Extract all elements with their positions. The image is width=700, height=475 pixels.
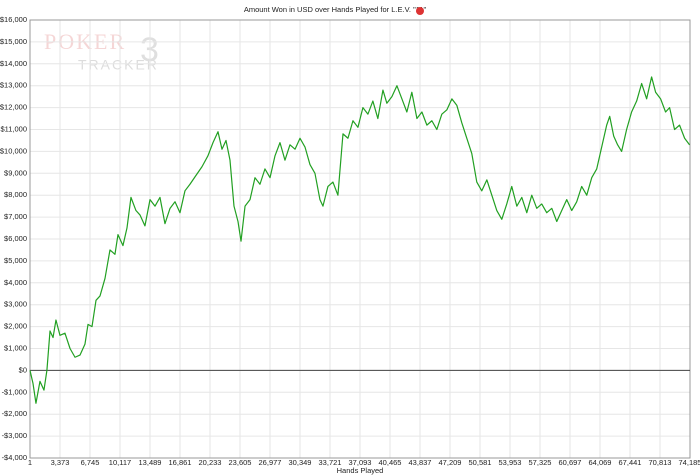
y-tick-label: -$1,000	[2, 387, 27, 396]
logo-mark: 3	[140, 31, 159, 69]
x-tick-label: 64,069	[589, 458, 612, 467]
x-tick-label: 20,233	[199, 458, 222, 467]
y-tick-label: $9,000	[4, 168, 27, 177]
x-tick-label: 30,349	[289, 458, 312, 467]
y-tick-label: $4,000	[4, 278, 27, 287]
x-tick-label: 37,093	[349, 458, 372, 467]
y-tick-label: $14,000	[0, 59, 27, 68]
y-tick-label: $12,000	[0, 103, 27, 112]
x-tick-label: 33,721	[319, 458, 342, 467]
x-tick-label: 26,977	[259, 458, 282, 467]
y-tick-label: $13,000	[0, 81, 27, 90]
x-tick-label: 43,837	[409, 458, 432, 467]
y-tick-label: $2,000	[4, 322, 27, 331]
x-tick-label: 23,605	[229, 458, 252, 467]
y-tick-label: -$3,000	[2, 431, 27, 440]
x-tick-label: 74,185	[679, 458, 700, 467]
x-tick-label: 10,117	[109, 458, 131, 467]
x-tick-label: 40,465	[379, 458, 402, 467]
plot-frame	[29, 19, 691, 459]
chart-title: Amount Won in USD over Hands Played for …	[244, 5, 427, 14]
x-tick-label: 67,441	[619, 458, 642, 467]
x-tick-label: 13,489	[139, 458, 162, 467]
y-tick-label: $6,000	[4, 234, 27, 243]
icon[interactable]	[416, 7, 424, 15]
x-tick-label: 70,813	[649, 458, 672, 467]
y-tick-label: $8,000	[4, 190, 27, 199]
x-axis-label: Hands Played	[337, 466, 384, 475]
x-tick-label: 50,581	[469, 458, 492, 467]
x-tick-label: 6,745	[81, 458, 100, 467]
y-tick-label: -$4,000	[2, 453, 27, 462]
y-tick-label: $0	[19, 365, 27, 374]
logo-word: TRACKER	[78, 57, 159, 73]
y-tick-label: $3,000	[4, 300, 27, 309]
y-tick-label: $15,000	[0, 37, 27, 46]
y-tick-label: -$2,000	[2, 409, 27, 418]
title-icon[interactable]	[416, 7, 424, 15]
y-tick-label: $11,000	[0, 124, 27, 133]
line-series	[29, 76, 691, 404]
x-tick-label: 1	[28, 458, 32, 467]
x-tick-label: 47,209	[439, 458, 462, 467]
x-tick-label: 16,861	[169, 458, 192, 467]
y-tick-label: $16,000	[0, 15, 27, 24]
y-tick-label: $7,000	[4, 212, 27, 221]
x-tick-label: 57,325	[529, 458, 552, 467]
x-tick-label: 53,953	[499, 458, 522, 467]
y-tick-label: $10,000	[0, 146, 27, 155]
x-tick-label: 60,697	[559, 458, 582, 467]
y-tick-label: $1,000	[4, 343, 27, 352]
x-tick-label: 3,373	[51, 458, 70, 467]
y-tick-label: $5,000	[4, 256, 27, 265]
